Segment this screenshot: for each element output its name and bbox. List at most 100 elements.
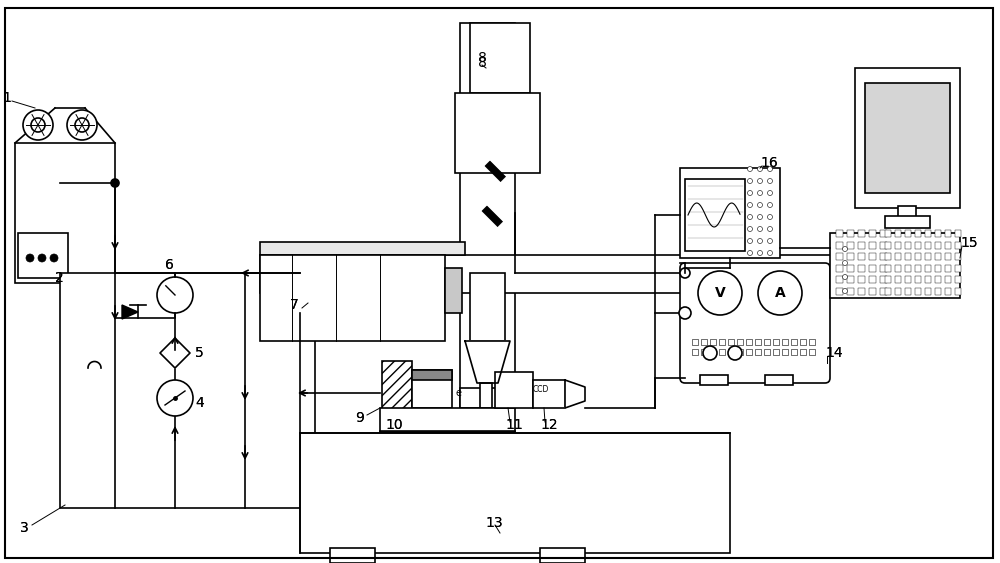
- Text: e: e: [455, 388, 461, 398]
- Circle shape: [75, 118, 89, 132]
- Text: 11: 11: [505, 418, 523, 432]
- Bar: [836, 242, 843, 249]
- Circle shape: [111, 179, 119, 187]
- Bar: [885, 230, 891, 238]
- Bar: [858, 253, 865, 261]
- Bar: [865, 83, 950, 193]
- Circle shape: [758, 178, 763, 184]
- Bar: [880, 265, 887, 272]
- Bar: [858, 265, 865, 272]
- Bar: [935, 253, 941, 261]
- Bar: [260, 255, 445, 341]
- Bar: [915, 276, 921, 284]
- Bar: [885, 288, 891, 295]
- Bar: [858, 230, 865, 238]
- Bar: [898, 206, 916, 218]
- Bar: [412, 370, 452, 380]
- Bar: [915, 230, 921, 238]
- Text: A: A: [775, 286, 785, 300]
- Bar: [855, 68, 960, 208]
- Bar: [692, 339, 698, 345]
- Bar: [885, 265, 891, 272]
- Text: 10: 10: [385, 418, 403, 432]
- Bar: [869, 230, 876, 238]
- Bar: [485, 161, 506, 181]
- Bar: [719, 349, 725, 355]
- Bar: [905, 242, 911, 249]
- Bar: [260, 255, 865, 293]
- Polygon shape: [160, 338, 190, 368]
- Circle shape: [680, 268, 690, 278]
- Bar: [809, 339, 815, 345]
- Bar: [905, 276, 911, 284]
- Bar: [710, 349, 716, 355]
- Bar: [836, 230, 843, 238]
- Circle shape: [26, 254, 34, 262]
- Bar: [455, 93, 540, 173]
- Bar: [925, 230, 931, 238]
- Circle shape: [23, 110, 53, 140]
- Bar: [869, 276, 876, 284]
- Bar: [880, 276, 887, 284]
- Bar: [445, 268, 462, 313]
- Bar: [935, 288, 941, 295]
- Bar: [915, 265, 921, 272]
- Bar: [945, 242, 951, 249]
- Bar: [533, 380, 565, 408]
- Bar: [791, 349, 797, 355]
- Circle shape: [698, 271, 742, 315]
- Bar: [330, 548, 375, 563]
- Bar: [955, 265, 961, 272]
- Bar: [885, 253, 891, 261]
- Bar: [955, 276, 961, 284]
- Bar: [701, 339, 707, 345]
- Text: 14: 14: [825, 346, 843, 360]
- Text: 1: 1: [2, 91, 11, 105]
- Circle shape: [767, 226, 772, 231]
- Bar: [880, 242, 887, 249]
- Bar: [895, 230, 901, 238]
- Circle shape: [748, 178, 753, 184]
- Text: 15: 15: [960, 236, 978, 250]
- Polygon shape: [465, 341, 510, 383]
- Bar: [18, 233, 68, 278]
- Bar: [680, 168, 780, 258]
- Bar: [915, 288, 921, 295]
- Bar: [746, 339, 752, 345]
- Bar: [836, 288, 843, 295]
- Bar: [895, 265, 901, 272]
- Circle shape: [842, 275, 847, 279]
- Polygon shape: [122, 305, 138, 319]
- Bar: [685, 179, 745, 251]
- Bar: [830, 233, 960, 298]
- Circle shape: [767, 251, 772, 256]
- Bar: [692, 349, 698, 355]
- Text: 7: 7: [290, 298, 299, 312]
- Circle shape: [842, 288, 847, 293]
- Bar: [540, 548, 585, 563]
- Bar: [701, 349, 707, 355]
- Text: 5: 5: [195, 346, 204, 360]
- Text: 6: 6: [165, 258, 174, 272]
- Circle shape: [748, 226, 753, 231]
- Circle shape: [748, 239, 753, 244]
- Bar: [869, 242, 876, 249]
- Text: 14: 14: [825, 346, 843, 360]
- Circle shape: [758, 271, 802, 315]
- Bar: [710, 339, 716, 345]
- Bar: [773, 349, 779, 355]
- Bar: [847, 253, 854, 261]
- Bar: [925, 276, 931, 284]
- Bar: [392, 438, 502, 453]
- Circle shape: [767, 190, 772, 195]
- Text: V: V: [715, 286, 725, 300]
- Bar: [728, 349, 734, 355]
- Circle shape: [758, 239, 763, 244]
- Text: CCD: CCD: [533, 386, 549, 395]
- Bar: [880, 230, 887, 238]
- Bar: [935, 265, 941, 272]
- Bar: [858, 242, 865, 249]
- Bar: [945, 288, 951, 295]
- Bar: [955, 288, 961, 295]
- Text: 12: 12: [540, 418, 558, 432]
